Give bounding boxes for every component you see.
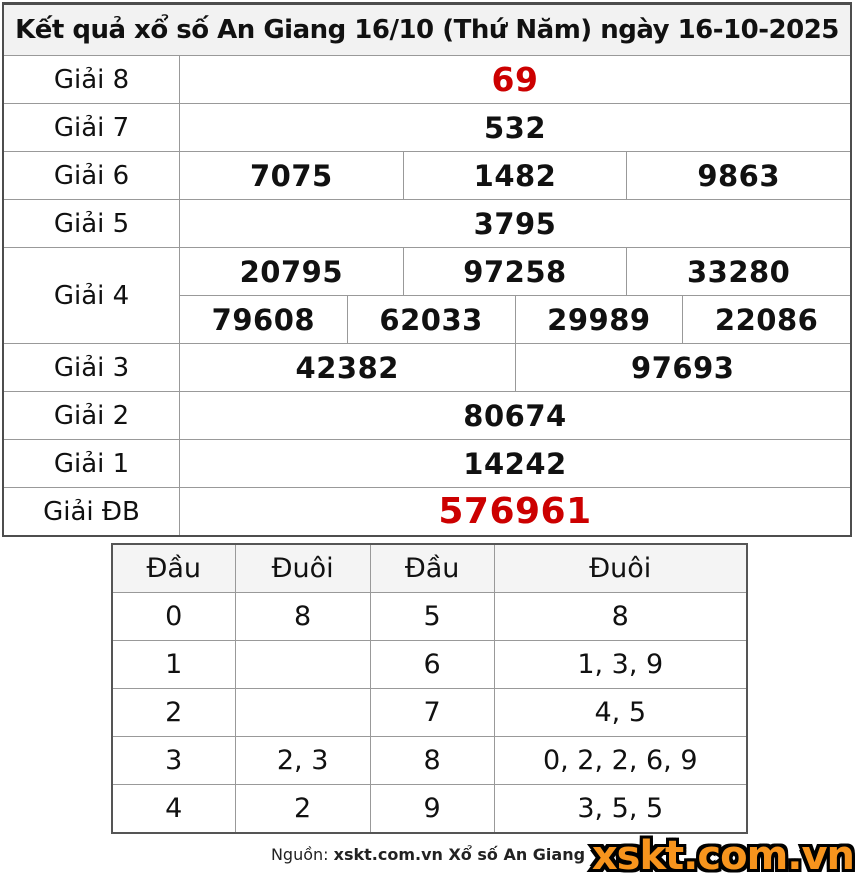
tail-cell: 3, 5, 5 bbox=[577, 793, 664, 824]
column-header: Đầu bbox=[113, 545, 236, 592]
head-cell: 4 bbox=[113, 785, 236, 832]
prize-row-8: Giải 8 69 bbox=[4, 56, 850, 104]
head-cell: 6 bbox=[371, 641, 495, 688]
head-cell: 9 bbox=[371, 785, 495, 832]
head-cell: 0 bbox=[113, 593, 236, 640]
prize-number: 62033 bbox=[348, 296, 516, 343]
prize-number: 20795 bbox=[180, 248, 404, 295]
prize-number: 7075 bbox=[180, 152, 404, 199]
source-value: xskt.com.vn Xổ số An Giang bbox=[333, 845, 586, 864]
head-cell: 3 bbox=[113, 737, 236, 784]
tail-cell: 2, 3 bbox=[236, 737, 371, 784]
head-cell: 7 bbox=[371, 689, 495, 736]
table-row: 2 7 4, 5 bbox=[113, 689, 746, 737]
tail-cell: 8 bbox=[611, 601, 629, 632]
head-cell: 8 bbox=[371, 737, 495, 784]
prize-number: 22086 bbox=[714, 302, 819, 337]
prize-row-7: Giải 7 532 bbox=[4, 104, 850, 152]
site-logo[interactable]: xskt.com.vn bbox=[589, 830, 856, 879]
prize-label: Giải 4 bbox=[4, 248, 180, 343]
prize-row-5: Giải 5 3795 bbox=[4, 200, 850, 248]
column-header: Đuôi bbox=[589, 553, 652, 584]
prize-row-3: Giải 3 42382 97693 bbox=[4, 344, 850, 392]
prize-number: 42382 bbox=[180, 344, 516, 391]
prize-row-1: Giải 1 14242 bbox=[4, 440, 850, 488]
tail-cell: 0, 2, 2, 6, 9 bbox=[542, 745, 698, 776]
prize-label: Giải 1 bbox=[4, 440, 180, 487]
prize-label: Giải ĐB bbox=[4, 488, 180, 535]
prize-number: 3795 bbox=[473, 206, 557, 241]
tail-cell: 4, 5 bbox=[594, 697, 647, 728]
prize-label: Giải 7 bbox=[4, 104, 180, 151]
page-title: Kết quả xổ số An Giang 16/10 (Thứ Năm) n… bbox=[4, 5, 850, 56]
prize-number: 80674 bbox=[463, 398, 567, 433]
prize-row-2: Giải 2 80674 bbox=[4, 392, 850, 440]
prize-label: Giải 5 bbox=[4, 200, 180, 247]
prize-number: 79608 bbox=[180, 296, 348, 343]
tail-cell: 8 bbox=[236, 593, 371, 640]
table-row: 0 8 5 8 bbox=[113, 593, 746, 641]
prize-number: 14242 bbox=[463, 446, 567, 481]
prize-number: 69 bbox=[491, 60, 539, 99]
prize-row-4: Giải 4 20795 97258 33280 79608 62033 299… bbox=[4, 248, 850, 344]
head-cell: 2 bbox=[113, 689, 236, 736]
prize-number: 97693 bbox=[631, 350, 735, 385]
footer: Nguồn: xskt.com.vn Xổ số An Giang xskt.c… bbox=[0, 830, 856, 879]
prize-row-db: Giải ĐB 576961 bbox=[4, 488, 850, 535]
tail-cell: 1, 3, 9 bbox=[577, 649, 664, 680]
column-header: Đầu bbox=[371, 545, 495, 592]
head-tail-header-row: Đầu Đuôi Đầu Đuôi bbox=[113, 545, 746, 593]
prize-label: Giải 2 bbox=[4, 392, 180, 439]
prize-label: Giải 8 bbox=[4, 56, 180, 103]
prize-label: Giải 6 bbox=[4, 152, 180, 199]
head-cell: 1 bbox=[113, 641, 236, 688]
table-row: 1 6 1, 3, 9 bbox=[113, 641, 746, 689]
tail-cell bbox=[236, 641, 371, 688]
prize-number: 532 bbox=[483, 110, 547, 145]
source-label: Nguồn: bbox=[270, 845, 329, 864]
table-row: 4 2 9 3, 5, 5 bbox=[113, 785, 746, 832]
head-cell: 5 bbox=[371, 593, 495, 640]
table-row: 3 2, 3 8 0, 2, 2, 6, 9 bbox=[113, 737, 746, 785]
tail-cell: 2 bbox=[236, 785, 371, 832]
prize-number: 29989 bbox=[516, 296, 684, 343]
source-text: Nguồn: xskt.com.vn Xổ số An Giang bbox=[0, 845, 856, 864]
prize-number: 97258 bbox=[404, 248, 628, 295]
prize-row-6: Giải 6 7075 1482 9863 bbox=[4, 152, 850, 200]
tail-cell bbox=[236, 689, 371, 736]
prize-number: 9863 bbox=[697, 158, 781, 193]
column-header: Đuôi bbox=[236, 545, 371, 592]
prize-number: 33280 bbox=[686, 254, 791, 289]
prize-label: Giải 3 bbox=[4, 344, 180, 391]
prize-number-special: 576961 bbox=[438, 491, 592, 532]
head-tail-table: Đầu Đuôi Đầu Đuôi 0 8 5 8 1 6 1, 3, 9 2 … bbox=[111, 543, 748, 834]
lottery-results-table: Kết quả xổ số An Giang 16/10 (Thứ Năm) n… bbox=[2, 2, 852, 537]
prize-number: 1482 bbox=[404, 152, 628, 199]
